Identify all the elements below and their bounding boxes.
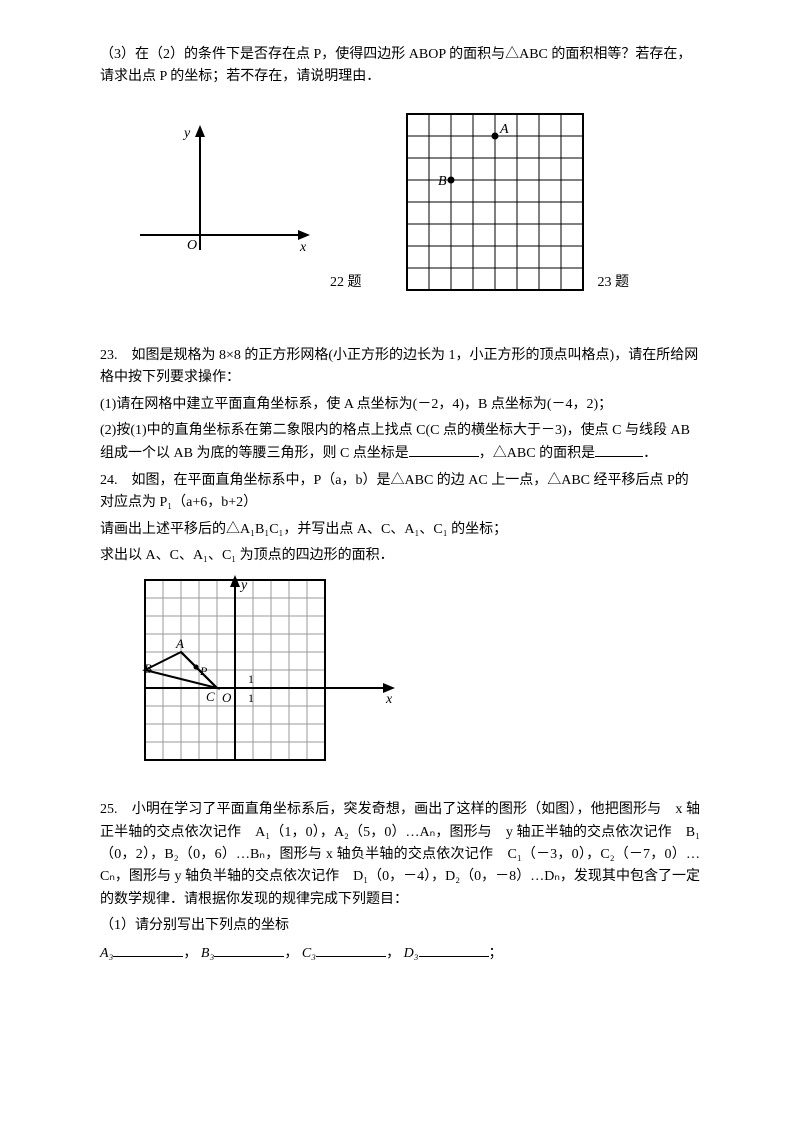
svg-text:B: B	[144, 661, 152, 676]
q24-l3: 求出以 A、C、A₁、C₁ 为顶点的四边形的面积．	[100, 545, 700, 567]
q24-stem: 24. 如图，在平面直角坐标系中，P（a，b）是△ABC 的边 AC 上一点，△…	[100, 470, 700, 515]
blank-b3[interactable]	[214, 942, 284, 957]
y-axis-label: y	[182, 126, 191, 141]
fig23-label: 23 题	[598, 272, 630, 294]
svg-text:x: x	[385, 692, 393, 707]
q25-p1: （1）请分别写出下列点的坐标	[100, 915, 700, 937]
svg-text:O: O	[222, 690, 232, 705]
sep2: ，	[284, 946, 298, 961]
end: ；	[489, 946, 503, 961]
figure-23: A B	[402, 109, 588, 295]
d3-label: D₃	[404, 946, 419, 961]
sep1: ，	[183, 946, 197, 961]
svg-text:1: 1	[248, 691, 254, 705]
blank-c-coord[interactable]	[409, 442, 479, 457]
blank-d3[interactable]	[419, 942, 489, 957]
x-axis-label: x	[299, 240, 307, 255]
origin-label: O	[187, 238, 197, 253]
fig22-label: 22 题	[330, 272, 362, 294]
figure-22: O x y	[120, 115, 320, 295]
q24-l2: 请画出上述平移后的△A₁B₁C₁，并写出点 A、C、A₁、C₁ 的坐标；	[100, 519, 700, 541]
figures-row: O x y 22 题	[120, 109, 700, 295]
blank-c3[interactable]	[316, 942, 386, 957]
svg-text:C: C	[206, 689, 215, 704]
svg-text:A: A	[175, 636, 184, 651]
q23-p1: (1)请在网格中建立平面直角坐标系，使 A 点坐标为(－2，4)，B 点坐标为(…	[100, 394, 700, 416]
pointA-label: A	[499, 122, 509, 137]
a3-label: A₃	[100, 946, 113, 961]
q23-p2b: ，△ABC 的面积是	[479, 446, 595, 461]
pointB-label: B	[438, 174, 447, 189]
q25-answers: A₃ ， B₃ ， C₃ ， D₃ ；	[100, 942, 700, 965]
q23-stem: 23. 如图是规格为 8×8 的正方形网格(小正方形的边长为 1，小正方形的顶点…	[100, 345, 700, 390]
blank-area[interactable]	[595, 442, 643, 457]
svg-text:y: y	[239, 578, 248, 593]
c3-label: C₃	[302, 946, 316, 961]
q25-stem: 25. 小明在学习了平面直角坐标系后，突发奇想，画出了这样的图形（如图），他把图…	[100, 799, 700, 911]
sep3: ，	[386, 946, 400, 961]
svg-text:P: P	[199, 664, 208, 678]
blank-a3[interactable]	[113, 942, 183, 957]
q23-p2: (2)按(1)中的直角坐标系在第二象限内的格点上找点 C(C 点的横坐标大于－3…	[100, 420, 700, 466]
q23-p2c: ．	[643, 446, 657, 461]
b3-label: B₃	[201, 946, 214, 961]
q3-text: （3）在（2）的条件下是否存在点 P，使得四边形 ABOP 的面积与△ABC 的…	[100, 44, 700, 89]
figure-24: x y 1 1 O P A B C	[140, 575, 700, 775]
svg-text:1: 1	[248, 672, 254, 686]
